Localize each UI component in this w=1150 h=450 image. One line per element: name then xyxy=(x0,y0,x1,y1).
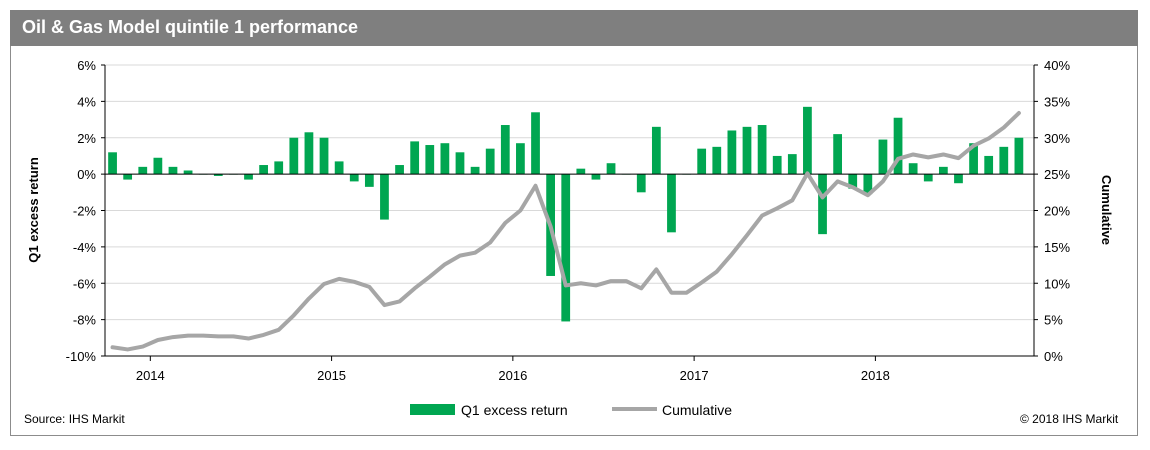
legend-bar-swatch xyxy=(410,404,455,415)
y2-tick-label: 30% xyxy=(1044,131,1070,146)
y2-tick-label: 40% xyxy=(1044,58,1070,73)
y-tick-label: -10% xyxy=(66,349,97,364)
bar xyxy=(516,143,525,175)
left-axis-ticks: 6% 4% 2% 0% -2% -4% -6% -8% -10% xyxy=(66,58,97,364)
bar xyxy=(818,174,827,235)
bar xyxy=(138,166,148,175)
x-axis-year-labels: 2014 2015 2016 2017 2018 xyxy=(136,368,890,383)
bar xyxy=(500,125,510,175)
bar xyxy=(274,161,284,175)
x-tick-label: 2018 xyxy=(861,368,890,383)
bar xyxy=(923,174,933,182)
bar xyxy=(561,174,571,322)
bar xyxy=(304,132,314,175)
y-tick-label: -6% xyxy=(73,276,97,291)
y-tick-label: -2% xyxy=(73,204,97,219)
y-tick-label: 0% xyxy=(77,167,96,182)
source-note: Source: IHS Markit xyxy=(24,412,125,426)
bar xyxy=(772,155,782,175)
y2-tick-label: 20% xyxy=(1044,204,1070,219)
bar-series xyxy=(108,106,1024,322)
bar xyxy=(803,106,812,175)
y2-tick-label: 10% xyxy=(1044,276,1070,291)
x-tick-label: 2017 xyxy=(680,368,709,383)
bar xyxy=(410,141,420,175)
bar xyxy=(289,137,299,175)
bar xyxy=(440,143,450,175)
bar xyxy=(168,166,178,175)
bar xyxy=(606,163,616,175)
bar xyxy=(893,117,903,175)
y2-tick-label: 35% xyxy=(1044,94,1070,109)
y-tick-label: -4% xyxy=(73,240,97,255)
bar xyxy=(954,174,963,184)
chart-title: Oil & Gas Model quintile 1 performance xyxy=(22,17,359,37)
bar xyxy=(984,155,994,175)
bar xyxy=(757,125,767,175)
right-axis-ticks: 40% 35% 30% 25% 20% 15% 10% 5% 0% xyxy=(1044,58,1070,364)
y-tick-label: 4% xyxy=(77,94,96,109)
bar xyxy=(425,145,435,175)
y-tick-label: -8% xyxy=(73,313,97,328)
y-axis-label: Q1 excess return xyxy=(26,157,41,263)
bar xyxy=(334,161,344,175)
y2-tick-label: 0% xyxy=(1044,349,1063,364)
bar xyxy=(455,152,465,175)
bar xyxy=(485,148,495,175)
legend-bar-label: Q1 excess return xyxy=(461,402,568,418)
copyright-note: © 2018 IHS Markit xyxy=(1020,412,1119,426)
bar xyxy=(244,174,253,180)
bar xyxy=(213,174,223,176)
bar xyxy=(319,137,329,175)
bar xyxy=(697,148,707,175)
bar xyxy=(999,146,1009,175)
bar xyxy=(969,143,978,175)
y2-axis-label: Cumulative xyxy=(1099,175,1114,245)
bar xyxy=(636,174,646,193)
bar xyxy=(938,166,948,175)
axes xyxy=(101,64,1038,361)
bar xyxy=(349,174,359,182)
bar xyxy=(123,174,133,180)
bar xyxy=(395,165,404,175)
y2-tick-label: 15% xyxy=(1044,240,1070,255)
bar xyxy=(908,163,918,175)
bar xyxy=(576,168,586,175)
bar xyxy=(591,174,601,180)
bar xyxy=(183,170,193,175)
title-bar: Oil & Gas Model quintile 1 performance xyxy=(10,10,1138,46)
x-tick-label: 2016 xyxy=(498,368,527,383)
bar xyxy=(364,174,374,187)
y2-tick-label: 5% xyxy=(1044,313,1063,328)
bar xyxy=(712,146,722,175)
bar xyxy=(651,126,661,175)
y-tick-label: 2% xyxy=(77,131,96,146)
bar xyxy=(1014,137,1024,175)
bar xyxy=(259,165,268,175)
bar xyxy=(878,139,888,175)
bar xyxy=(787,154,797,175)
bar xyxy=(667,174,676,233)
bar xyxy=(153,157,163,175)
bar xyxy=(848,174,858,189)
bar xyxy=(833,134,843,175)
legend: Q1 excess return Cumulative xyxy=(410,402,732,418)
bar xyxy=(108,152,117,175)
x-tick-label: 2014 xyxy=(136,368,165,383)
cumulative-line xyxy=(110,111,1021,352)
bar xyxy=(727,130,737,175)
bar xyxy=(531,112,540,175)
bar xyxy=(380,174,389,220)
y-tick-label: 6% xyxy=(77,58,96,73)
legend-line-label: Cumulative xyxy=(662,402,732,418)
bar xyxy=(863,174,873,195)
x-tick-label: 2015 xyxy=(317,368,346,383)
y2-tick-label: 25% xyxy=(1044,167,1070,182)
bar xyxy=(470,166,480,175)
bar xyxy=(742,126,752,175)
